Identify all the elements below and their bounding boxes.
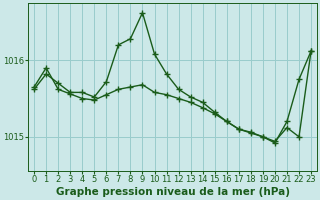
X-axis label: Graphe pression niveau de la mer (hPa): Graphe pression niveau de la mer (hPa): [56, 187, 290, 197]
